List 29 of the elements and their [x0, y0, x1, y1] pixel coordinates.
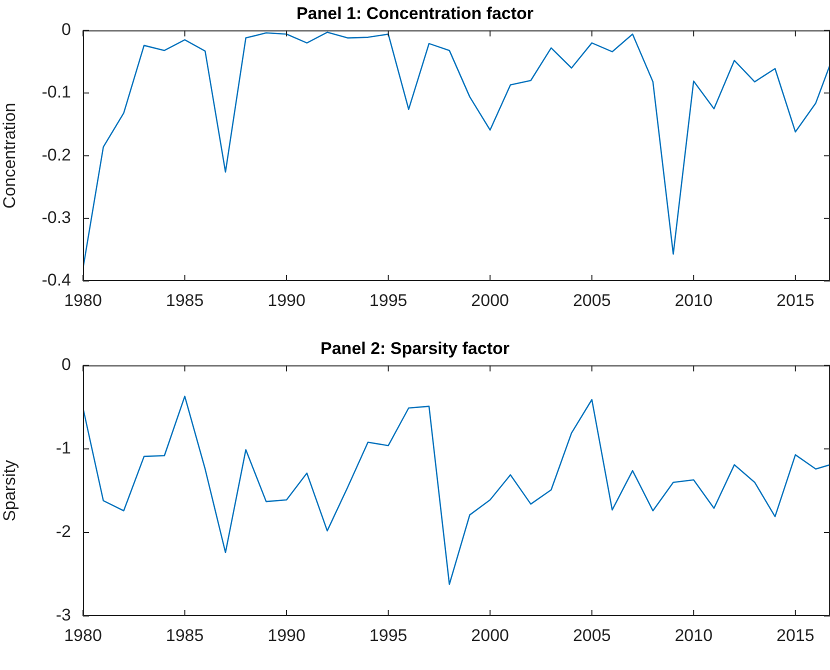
y-tick-label: 0 — [62, 20, 71, 40]
chart-title: Panel 2: Sparsity factor — [320, 338, 510, 358]
y-tick-label: -0.1 — [42, 82, 71, 102]
y-tick-label: -3 — [56, 606, 71, 625]
x-tick-label: 1980 — [64, 290, 102, 310]
x-tick-label: 2015 — [776, 626, 814, 645]
chart-title: Panel 1: Concentration factor — [296, 4, 534, 23]
x-tick-label: 1995 — [369, 290, 408, 310]
y-axis-title: Sparsity — [0, 460, 19, 522]
x-tick-label: 1985 — [166, 626, 204, 645]
x-tick-label: 2000 — [471, 290, 509, 310]
x-tick-label: 1990 — [268, 626, 306, 645]
x-tick-label: 1980 — [64, 626, 102, 645]
y-tick-label: -1 — [56, 438, 71, 458]
x-tick-label: 2015 — [776, 290, 814, 310]
x-tick-label: 2005 — [572, 626, 611, 645]
y-axis-title: Concentration — [0, 102, 19, 209]
y-tick-label: -0.3 — [42, 208, 71, 228]
x-tick-label: 2000 — [471, 626, 509, 645]
x-tick-label: 1990 — [268, 290, 306, 310]
y-tick-label: 0 — [62, 355, 71, 374]
y-tick-label: -0.4 — [42, 270, 71, 290]
y-tick-label: -0.2 — [42, 145, 71, 164]
x-tick-label: 1995 — [369, 626, 408, 645]
y-tick-label: -2 — [56, 522, 71, 542]
x-tick-label: 2010 — [674, 626, 713, 645]
x-tick-label: 2005 — [572, 290, 611, 310]
x-tick-label: 2010 — [674, 290, 713, 310]
x-tick-label: 1985 — [166, 290, 204, 310]
